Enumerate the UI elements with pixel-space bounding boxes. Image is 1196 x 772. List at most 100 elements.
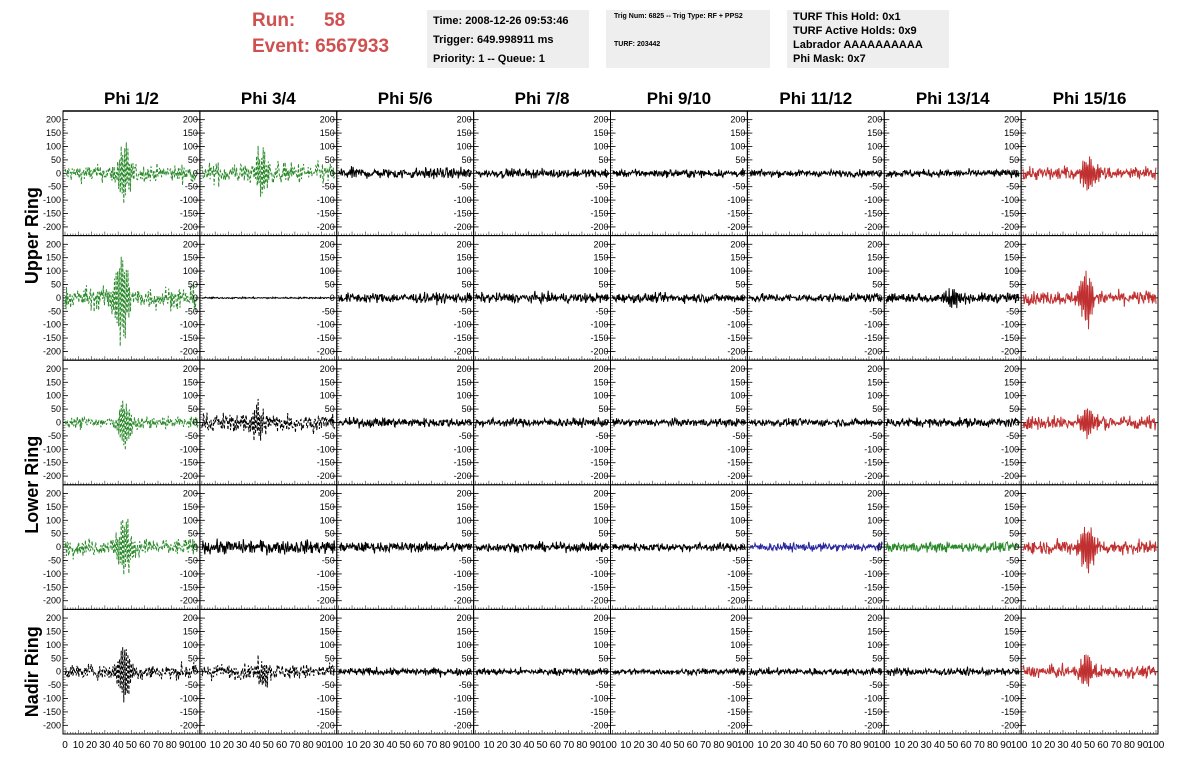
y-tick-label: 200 — [457, 239, 472, 249]
x-tick-label: 30 — [1057, 740, 1069, 751]
y-tick-label: 50 — [462, 155, 472, 165]
y-tick-label: -100 — [454, 320, 472, 330]
y-tick-label: -50 — [595, 306, 608, 316]
y-tick-label: 0 — [330, 667, 335, 677]
y-tick-label: -200 — [43, 596, 61, 606]
y-tick-label: -150 — [590, 458, 608, 468]
y-tick-label: -100 — [864, 195, 882, 205]
waveform-trace — [338, 666, 473, 678]
y-tick-label: -50 — [869, 182, 882, 192]
y-tick-label: -50 — [459, 431, 472, 441]
x-tick-label: 10 — [1031, 740, 1043, 751]
y-tick-label: -150 — [454, 707, 472, 717]
y-tick-label: 100 — [867, 141, 882, 151]
y-tick-label: 100 — [320, 266, 335, 276]
y-tick-label: 50 — [1009, 653, 1019, 663]
y-tick-label: -150 — [727, 458, 745, 468]
y-tick-label: 100 — [183, 141, 198, 151]
x-tick-label: 10 — [894, 740, 906, 751]
y-tick-label: 0 — [740, 418, 745, 428]
y-tick-label: -50 — [48, 182, 61, 192]
y-tick-label: 100 — [320, 515, 335, 525]
y-tick-label: 0 — [603, 418, 608, 428]
waveform-trace — [1022, 526, 1157, 574]
y-tick-label: 0 — [877, 667, 882, 677]
y-tick-label: -150 — [43, 333, 61, 343]
y-tick-label: 50 — [188, 529, 198, 539]
y-tick-label: 0 — [56, 542, 61, 552]
y-tick-label: 200 — [730, 488, 745, 498]
y-tick-label: -200 — [590, 720, 608, 730]
y-tick-label: -150 — [1001, 333, 1019, 343]
waveform-trace — [201, 295, 335, 300]
y-tick-label: 100 — [730, 266, 745, 276]
y-tick-label: 0 — [603, 667, 608, 677]
y-tick-label: -100 — [317, 320, 335, 330]
x-tick-label: 100 — [874, 740, 891, 751]
y-tick-label: -200 — [180, 471, 198, 481]
x-tick-label: 90 — [179, 740, 191, 751]
y-tick-label: -100 — [864, 569, 882, 579]
x-tick-label: 20 — [497, 740, 509, 751]
y-tick-label: 50 — [872, 404, 882, 414]
y-tick-label: 150 — [730, 626, 745, 636]
y-tick-label: -100 — [454, 444, 472, 454]
x-tick-label: 70 — [563, 740, 575, 751]
waveform-trace — [475, 540, 609, 554]
x-tick-label: 40 — [1071, 740, 1083, 751]
x-tick-label: 50 — [673, 740, 685, 751]
y-tick-label: -50 — [595, 431, 608, 441]
y-tick-label: 150 — [183, 253, 198, 263]
y-tick-label: 200 — [183, 613, 198, 623]
waveform-trace — [201, 654, 336, 688]
y-tick-label: -50 — [459, 556, 472, 566]
y-tick-label: -100 — [864, 320, 882, 330]
y-tick-label: 150 — [183, 626, 198, 636]
y-tick-label: 50 — [598, 155, 608, 165]
y-tick-label: -50 — [48, 306, 61, 316]
y-tick-label: 150 — [320, 128, 335, 138]
y-tick-label: 150 — [46, 502, 61, 512]
x-tick-label: 100 — [1148, 740, 1165, 751]
y-tick-label: 150 — [46, 377, 61, 387]
x-tick-label: 10 — [757, 740, 769, 751]
y-tick-label: 0 — [740, 168, 745, 178]
x-tick-label: 80 — [713, 740, 725, 751]
x-tick-label: 60 — [1097, 740, 1109, 751]
y-tick-label: 0 — [56, 168, 61, 178]
y-tick-label: 150 — [457, 128, 472, 138]
y-tick-label: -100 — [1001, 569, 1019, 579]
waveform-trace — [885, 417, 1020, 428]
x-tick-label: 30 — [373, 740, 385, 751]
y-tick-label: 150 — [730, 253, 745, 263]
y-tick-label: 150 — [183, 377, 198, 387]
time-line: Time: 2008-12-26 09:53:46 — [433, 15, 569, 27]
y-tick-label: -100 — [43, 320, 61, 330]
y-tick-label: 0 — [877, 293, 882, 303]
y-tick-label: 0 — [56, 667, 61, 677]
x-tick-label: 20 — [634, 740, 646, 751]
x-tick-label: 70 — [1111, 740, 1123, 751]
y-tick-label: -100 — [43, 569, 61, 579]
waveform-trace — [1022, 408, 1157, 440]
y-tick-label: 150 — [593, 502, 608, 512]
y-tick-label: 200 — [1004, 613, 1019, 623]
x-tick-label: 60 — [550, 740, 562, 751]
y-tick-label: 150 — [320, 626, 335, 636]
y-tick-label: 200 — [867, 115, 882, 125]
y-tick-label: 200 — [730, 613, 745, 623]
y-tick-label: 150 — [183, 502, 198, 512]
y-tick-label: -150 — [454, 333, 472, 343]
y-tick-label: 0 — [1014, 168, 1019, 178]
waveform-trace — [612, 417, 746, 429]
y-tick-label: 200 — [320, 364, 335, 374]
waveform-trace — [64, 518, 199, 575]
y-tick-label: 100 — [46, 141, 61, 151]
y-tick-label: 50 — [51, 404, 61, 414]
x-tick-label: 50 — [537, 740, 549, 751]
y-tick-label: -200 — [864, 347, 882, 357]
y-tick-label: 0 — [740, 293, 745, 303]
y-tick-label: 150 — [46, 253, 61, 263]
y-tick-label: -200 — [1001, 596, 1019, 606]
waveform-trace — [201, 538, 336, 556]
